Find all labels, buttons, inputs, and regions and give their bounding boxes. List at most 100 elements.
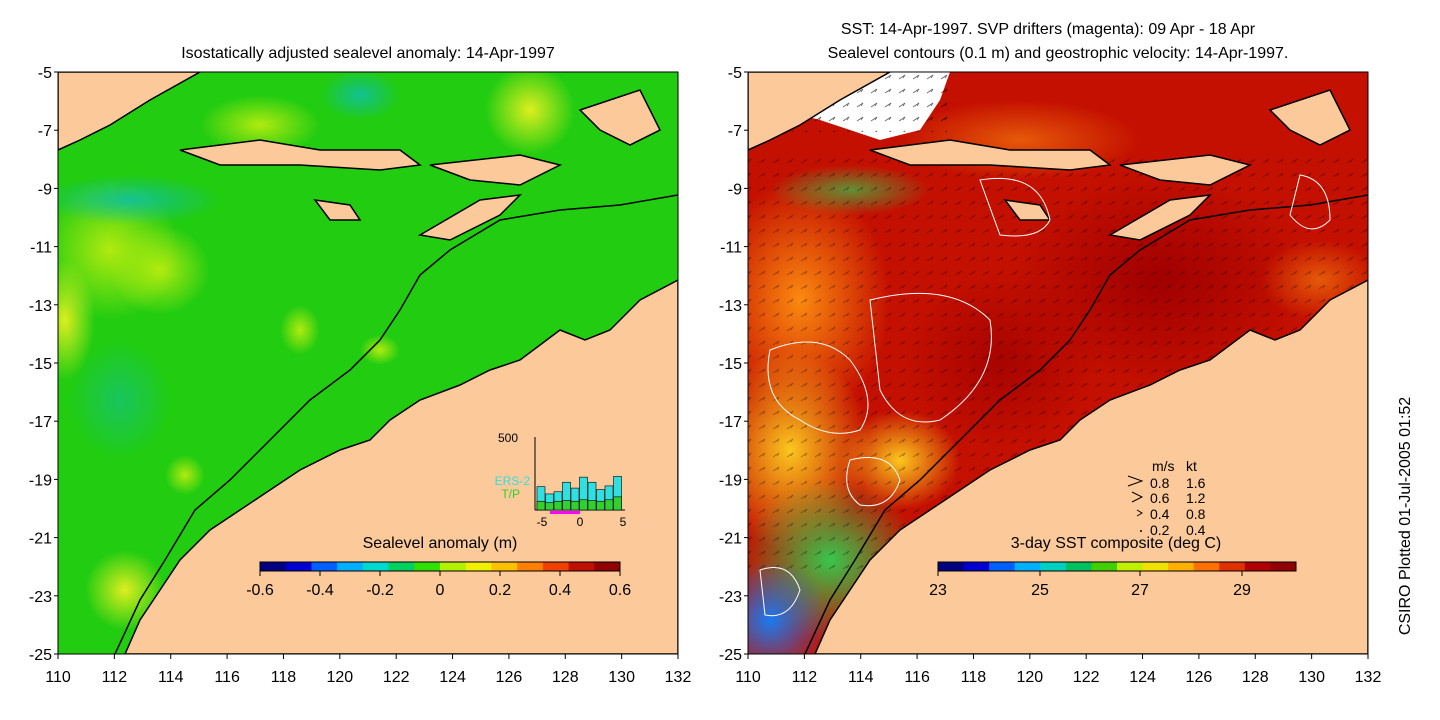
latitude-label: -19: [719, 472, 742, 489]
right-colorbar: [937, 561, 1297, 572]
left-anomaly-blob: [485, 72, 575, 155]
right-colorbar-ticks: 23 25 27 29: [929, 571, 1251, 599]
colorbar-swatch: [1117, 562, 1144, 571]
australia-landmass: [124, 279, 678, 654]
histogram-bar-tp: [613, 496, 622, 511]
longitude-label: 132: [1355, 669, 1382, 686]
colorbar-swatch: [1244, 562, 1271, 571]
left-anomaly-blob: [58, 260, 95, 380]
colorbar-swatch: [1040, 562, 1067, 571]
velocity-legend-kt: 0.4: [1186, 522, 1206, 538]
left-anomaly-blob: [70, 340, 170, 460]
latitude-label: -5: [728, 65, 742, 82]
colorbar-frame: [937, 561, 1297, 572]
colorbar-swatch: [491, 562, 518, 571]
latitude-label: -25: [29, 647, 52, 664]
left-panel-title: Isostatically adjusted sealevel anomaly:…: [181, 45, 555, 62]
left-colorbar-label: Sealevel anomaly (m): [363, 535, 518, 552]
left-anomaly-blob: [165, 455, 205, 495]
sst-cold-patch: [748, 560, 830, 654]
histogram-bar-tp: [579, 499, 588, 511]
latitude-label: -25: [719, 647, 742, 664]
latitude-label: -17: [719, 414, 742, 431]
java-island: [748, 72, 892, 151]
colorbar-swatch: [517, 562, 544, 571]
velocity-legend-ms: 0.2: [1150, 522, 1170, 538]
shelf-contour: [804, 194, 1368, 654]
timor-island: [417, 193, 523, 241]
longitude-label: 120: [1016, 669, 1043, 686]
colorbar-swatch: [414, 562, 441, 571]
histogram-bar-tp: [587, 500, 597, 511]
histogram-y-max: 500: [498, 431, 518, 445]
histogram-x-tick: 0: [577, 515, 584, 529]
shelf-contour: [114, 194, 678, 654]
tanimbar-islands: [1268, 89, 1352, 146]
latitude-label: -17: [29, 414, 52, 431]
longitude-label: 116: [904, 669, 930, 686]
histogram-bar-tp: [553, 500, 563, 511]
colorbar-tick-label: 0.6: [609, 582, 631, 599]
latitude-label: -13: [29, 298, 52, 315]
colorbar-swatch: [285, 562, 312, 571]
velocity-legend-kt: 1.6: [1186, 475, 1206, 491]
colorbar-tick-label: -0.6: [246, 582, 274, 599]
latitude-label: -21: [719, 531, 742, 548]
longitude-label: 110: [45, 669, 71, 686]
colorbar-swatch: [1091, 562, 1118, 571]
axis-labels: -5 -7 -9 -11 -13 -15 -17 -19 -21 -23 -25 110 112 114 1…: [29, 65, 1382, 686]
sealevel-contour: [869, 292, 992, 423]
colorbar-swatch: [542, 562, 570, 571]
latitude-label: -9: [728, 181, 742, 198]
left-anomaly-blob: [360, 335, 400, 365]
longitude-label: 130: [608, 669, 635, 686]
latitude-label: -7: [728, 123, 742, 140]
longitude-label: 130: [1298, 669, 1325, 686]
velocity-legend-kt: 1.2: [1186, 490, 1206, 506]
histogram-x-tick: -5: [537, 515, 548, 529]
longitude-label: 110: [735, 669, 761, 686]
colorbar-tick-label: 0.2: [489, 582, 511, 599]
colorbar-swatch: [963, 562, 990, 571]
histogram-bar-tp: [596, 500, 605, 511]
longitude-label: 124: [439, 669, 466, 686]
colorbar-swatch: [938, 562, 965, 571]
colorbar-tick-label: 25: [1031, 582, 1049, 599]
latitude-label: -11: [30, 240, 52, 257]
colorbar-swatch: [1014, 562, 1041, 571]
sealevel-contour: [767, 341, 869, 434]
colorbar-swatch: [1142, 562, 1169, 571]
velocity-legend-ms: 0.8: [1150, 475, 1170, 491]
colorbar-swatch: [388, 562, 415, 571]
left-anomaly-blob: [85, 550, 165, 630]
histogram-bar-tp: [570, 500, 580, 511]
longitude-label: 118: [271, 669, 297, 686]
longitude-label: 126: [1186, 669, 1213, 686]
java-island: [58, 72, 202, 151]
histogram-drifter-marker: [550, 511, 580, 514]
colorbar-swatch: [337, 562, 364, 571]
colorbar-swatch: [260, 562, 287, 571]
right-map: [748, 72, 1368, 654]
sumba-island: [313, 199, 362, 221]
flores-island: [429, 154, 563, 186]
latitude-label: -9: [38, 181, 52, 198]
latitude-label: -13: [719, 298, 742, 315]
tanimbar-islands: [578, 89, 662, 146]
latitude-label: -7: [38, 123, 52, 140]
histogram-bar-tp: [545, 502, 554, 511]
histogram-legend-tp: T/P: [501, 487, 520, 501]
colorbar-swatch: [362, 562, 390, 571]
satellite-histogram: 500 ERS-2 T/P -5 0 5: [495, 431, 627, 529]
latitude-label: -15: [29, 356, 52, 373]
latitude-label: -19: [29, 472, 52, 489]
colorbar-tick-label: 0: [436, 582, 445, 599]
velocity-legend-ms: 0.4: [1150, 506, 1170, 522]
velocity-arrow-0-2: [1140, 530, 1142, 532]
sealevel-contour: [846, 457, 901, 507]
longitude-label: 122: [1073, 669, 1100, 686]
nusa-tenggara-islands: [179, 139, 422, 171]
longitude-label: 114: [848, 669, 874, 686]
longitude-label: 120: [326, 669, 353, 686]
velocity-legend-kt: 0.8: [1186, 506, 1206, 522]
